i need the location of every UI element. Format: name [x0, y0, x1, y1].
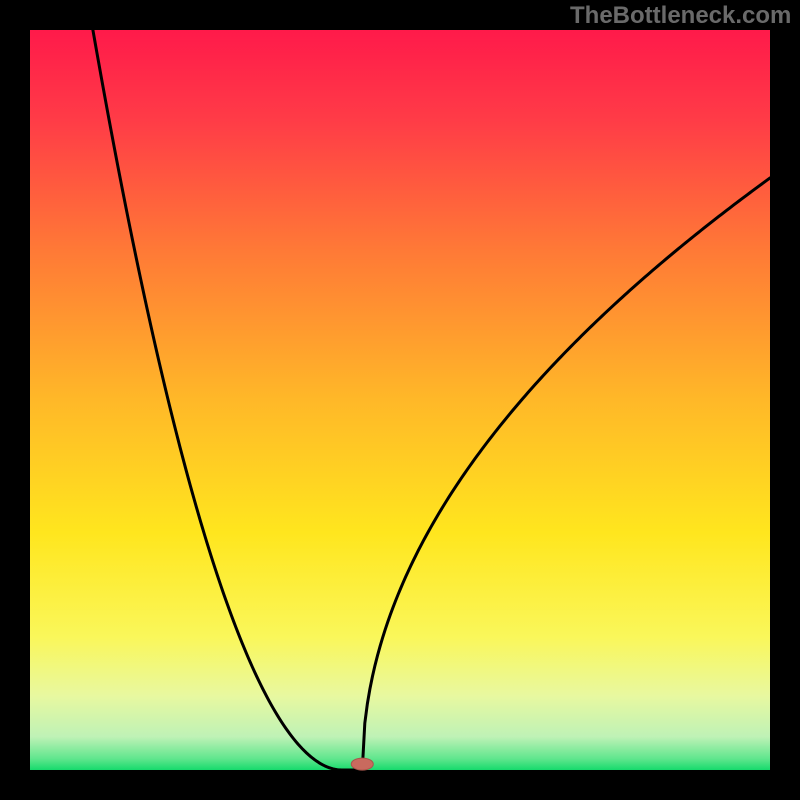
bottleneck-chart: TheBottleneck.com — [0, 0, 800, 800]
plot-background — [30, 30, 770, 770]
optimal-marker — [351, 758, 373, 770]
chart-svg — [0, 0, 800, 800]
